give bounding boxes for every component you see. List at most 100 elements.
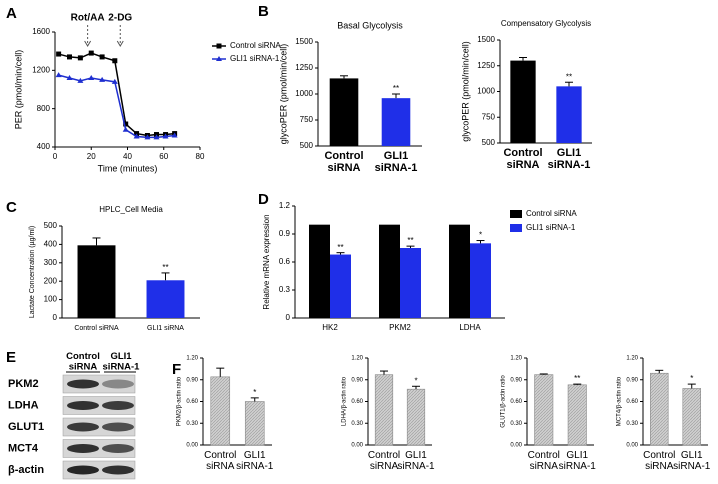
lane-label: Control siRNA — [66, 351, 100, 372]
significance: * — [479, 231, 482, 240]
marker — [111, 78, 118, 84]
marker — [112, 58, 118, 64]
blot-band — [67, 379, 99, 389]
y-axis-label: Lactate Concentration (µg/ml) — [29, 226, 36, 318]
y-tick-label: 0.90 — [626, 377, 638, 383]
y-tick-label: 0 — [53, 313, 58, 322]
legend-label: GLI1 siRNA-1 — [526, 223, 576, 232]
y-tick-label: 0.90 — [351, 377, 363, 383]
x-tick-label: Control siRNA — [324, 150, 363, 174]
y-axis-label: LDHA/β-actin ratio — [342, 376, 348, 426]
significance: * — [253, 388, 256, 397]
marker — [66, 75, 73, 80]
marker — [162, 133, 169, 139]
y-tick-label: 1500 — [477, 35, 495, 44]
x-tick-label: GLI1 siRNA-1 — [559, 450, 597, 472]
chart-title: Compensatory Glycolysis — [501, 19, 591, 28]
annotation: 2-DG — [108, 13, 132, 24]
y-tick-label: 1.20 — [186, 356, 198, 362]
y-tick-label: 500 — [300, 141, 314, 150]
y-tick-label: 0.00 — [186, 443, 198, 449]
legend-marker — [216, 43, 222, 49]
marker — [153, 134, 160, 140]
x-tick-label: GLI1 siRNA-1 — [673, 450, 711, 472]
y-tick-label: 0.6 — [279, 257, 291, 266]
blot-band — [67, 401, 99, 410]
bar — [77, 245, 116, 318]
marker — [88, 50, 94, 56]
legend-swatch — [510, 210, 522, 218]
y-tick-label: 300 — [44, 258, 58, 267]
chart-title: HPLC_Cell Media — [99, 205, 163, 214]
x-tick-label: 0 — [53, 152, 58, 161]
bar — [556, 86, 582, 143]
y-tick-label: 1000 — [295, 89, 313, 98]
arrow-head — [116, 40, 124, 47]
blot-band — [102, 444, 134, 453]
y-tick-label: 0 — [286, 313, 291, 322]
y-tick-label: 0.3 — [279, 285, 291, 294]
series-line — [58, 52, 175, 137]
panel-label: A — [6, 5, 17, 22]
bar — [374, 374, 394, 446]
significance: ** — [574, 374, 580, 383]
series-line — [58, 74, 175, 139]
significance: * — [690, 374, 693, 383]
blot-band — [102, 422, 134, 432]
marker — [88, 75, 95, 80]
y-tick-label: 200 — [44, 276, 58, 285]
panel-label: E — [6, 349, 16, 366]
legend-label: Control siRNA — [230, 41, 281, 50]
marker — [67, 54, 72, 60]
arrow-head — [84, 40, 92, 47]
bar — [650, 372, 669, 446]
y-tick-label: 0.30 — [351, 421, 363, 427]
blot-band — [67, 444, 99, 453]
y-tick-label: 1250 — [477, 61, 495, 70]
x-tick-label: PKM2 — [389, 323, 411, 332]
marker — [56, 51, 62, 57]
x-tick-label: GLI1 siRNA-1 — [236, 450, 274, 472]
bar — [379, 224, 400, 318]
y-tick-label: 0.60 — [186, 399, 198, 405]
y-axis-label: PKM2/β-actin ratio — [177, 376, 183, 426]
y-tick-label: 0.00 — [626, 443, 638, 449]
legend-swatch — [510, 224, 522, 232]
y-tick-label: 1.2 — [279, 201, 291, 210]
y-axis-label: glycoPER (pmol/min/cell) — [460, 41, 470, 142]
significance: ** — [566, 72, 572, 81]
x-tick-label: Control siRNA — [368, 450, 400, 472]
x-tick-label: GLI1 siRNA — [147, 325, 184, 332]
x-tick-label: Control siRNA — [204, 450, 236, 472]
y-tick-label: 0.00 — [351, 443, 363, 449]
y-tick-label: 800 — [37, 104, 51, 113]
y-tick-label: 0.30 — [510, 421, 522, 427]
bar — [470, 243, 491, 318]
x-tick-label: Control siRNA — [503, 147, 542, 171]
x-axis-label: Time (minutes) — [98, 163, 158, 173]
row-label: MCT4 — [8, 442, 39, 454]
y-tick-label: 0.60 — [510, 399, 522, 405]
panel-label: C — [6, 199, 17, 216]
y-tick-label: 0.30 — [626, 421, 638, 427]
y-tick-label: 400 — [44, 240, 58, 249]
row-label: β-actin — [8, 464, 44, 476]
y-tick-label: 750 — [300, 115, 314, 124]
y-tick-label: 0.90 — [510, 377, 522, 383]
legend-label: GLI1 siRNA-1 — [230, 54, 280, 63]
marker — [144, 134, 151, 140]
x-tick-label: GLI1 siRNA-1 — [375, 150, 418, 174]
x-tick-label: HK2 — [322, 323, 338, 332]
x-tick-label: LDHA — [459, 323, 481, 332]
significance: ** — [393, 84, 399, 93]
blot-band — [67, 422, 99, 432]
x-tick-label: Control siRNA — [643, 450, 675, 472]
y-tick-label: 1250 — [295, 63, 313, 72]
blot-band — [102, 379, 134, 389]
significance: * — [414, 376, 417, 385]
significance: ** — [337, 243, 343, 252]
bar — [309, 224, 330, 318]
blot-band — [67, 465, 99, 475]
y-axis-label: GLUT1/β-actin ratio — [501, 375, 507, 428]
